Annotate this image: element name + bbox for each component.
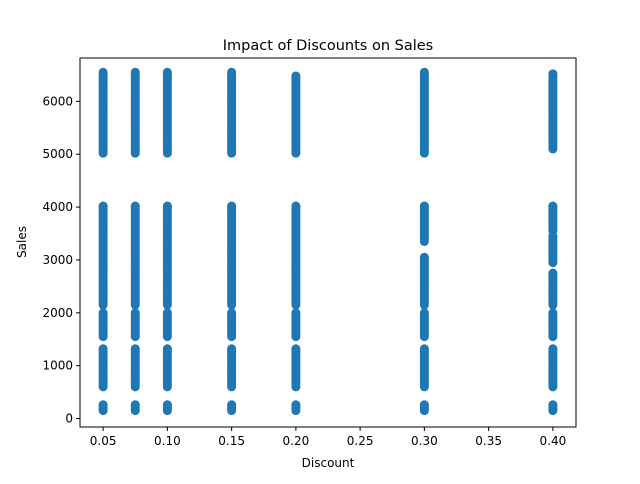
data-point — [419, 67, 429, 77]
data-point — [548, 201, 558, 211]
chart-title: Impact of Discounts on Sales — [223, 38, 433, 54]
data-point — [291, 71, 301, 81]
data-point — [98, 67, 108, 77]
data-point — [130, 67, 140, 77]
data-point — [419, 201, 429, 211]
data-point — [162, 344, 172, 354]
axes: 0.05 0.10 0.15 0.20 0.25 0.30 0.35 0.40 0 1000 200… — [42, 57, 577, 448]
data-point — [98, 201, 108, 211]
data-point — [98, 400, 108, 410]
data-point — [291, 308, 301, 318]
data-point — [291, 400, 301, 410]
data-point — [162, 400, 172, 410]
x-tick-label: 0.35 — [475, 434, 502, 448]
x-tick-label: 0.25 — [347, 434, 374, 448]
y-tick-label: 5000 — [42, 147, 73, 161]
y-tick-label: 0 — [65, 412, 73, 426]
y-axis-label: Sales — [15, 226, 29, 258]
data-point — [162, 201, 172, 211]
x-axis-label: Discount — [302, 456, 355, 470]
data-point — [162, 67, 172, 77]
data-point — [548, 400, 558, 410]
data-point — [548, 268, 558, 278]
y-tick-label: 3000 — [42, 253, 73, 267]
data-point — [548, 344, 558, 354]
y-tick-label: 1000 — [42, 359, 73, 373]
data-point — [227, 344, 237, 354]
data-point — [227, 308, 237, 318]
data-point — [419, 400, 429, 410]
data-point — [291, 344, 301, 354]
data-point — [419, 344, 429, 354]
x-tick-label: 0.15 — [218, 434, 245, 448]
data-point — [548, 69, 558, 79]
data-point — [548, 308, 558, 318]
data-point — [98, 344, 108, 354]
y-tick-label: 4000 — [42, 200, 73, 214]
y-tick-label: 2000 — [42, 306, 73, 320]
data-point — [419, 252, 429, 262]
data-point — [227, 400, 237, 410]
data-point — [419, 308, 429, 318]
data-point — [130, 400, 140, 410]
x-tick-label: 0.30 — [411, 434, 438, 448]
x-tick-label: 0.40 — [540, 434, 567, 448]
data-point — [98, 308, 108, 318]
y-tick-label: 6000 — [42, 94, 73, 108]
data-point — [130, 201, 140, 211]
data-point — [162, 308, 172, 318]
data-point — [130, 344, 140, 354]
data-point — [291, 201, 301, 211]
x-tick-label: 0.05 — [90, 434, 117, 448]
data-point — [227, 67, 237, 77]
plot-frame — [79, 57, 577, 428]
x-tick-label: 0.20 — [283, 434, 310, 448]
data-points — [98, 67, 558, 416]
data-point — [227, 201, 237, 211]
x-tick-label: 0.10 — [154, 434, 181, 448]
data-point — [130, 308, 140, 318]
